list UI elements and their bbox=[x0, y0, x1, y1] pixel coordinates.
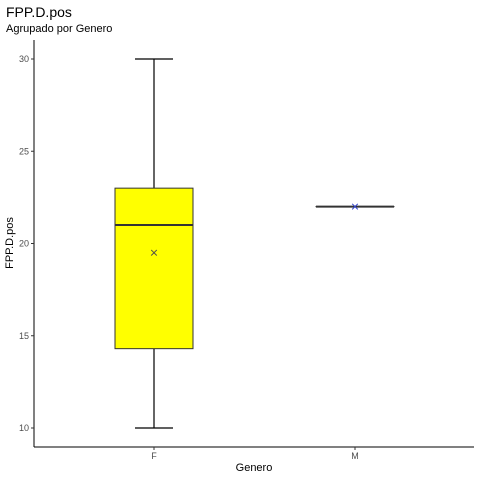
y-tick-label: 15 bbox=[19, 331, 29, 341]
chart-title: FPP.D.pos bbox=[6, 4, 72, 20]
x-axis-label: Genero bbox=[236, 462, 273, 474]
box-f bbox=[114, 58, 194, 429]
chart-subtitle: Agrupado por Genero bbox=[6, 23, 112, 35]
y-tick-label: 25 bbox=[19, 146, 29, 156]
y-axis-ticks: 10 15 20 25 30 bbox=[19, 54, 34, 433]
mean-marker-stroke bbox=[351, 203, 359, 210]
box-rect bbox=[114, 187, 194, 350]
y-axis-label: FPP.D.pos bbox=[4, 217, 16, 269]
mean-marker bbox=[150, 249, 158, 256]
mean-marker bbox=[351, 203, 359, 210]
x-tick-label: M bbox=[351, 451, 359, 461]
y-tick-label: 10 bbox=[19, 423, 29, 433]
box-m bbox=[315, 203, 395, 210]
y-tick-label: 30 bbox=[19, 54, 29, 64]
x-tick-label: F bbox=[151, 451, 157, 461]
mean-marker-stroke bbox=[150, 249, 158, 256]
y-tick-label: 20 bbox=[19, 239, 29, 249]
plot-area bbox=[114, 58, 395, 429]
